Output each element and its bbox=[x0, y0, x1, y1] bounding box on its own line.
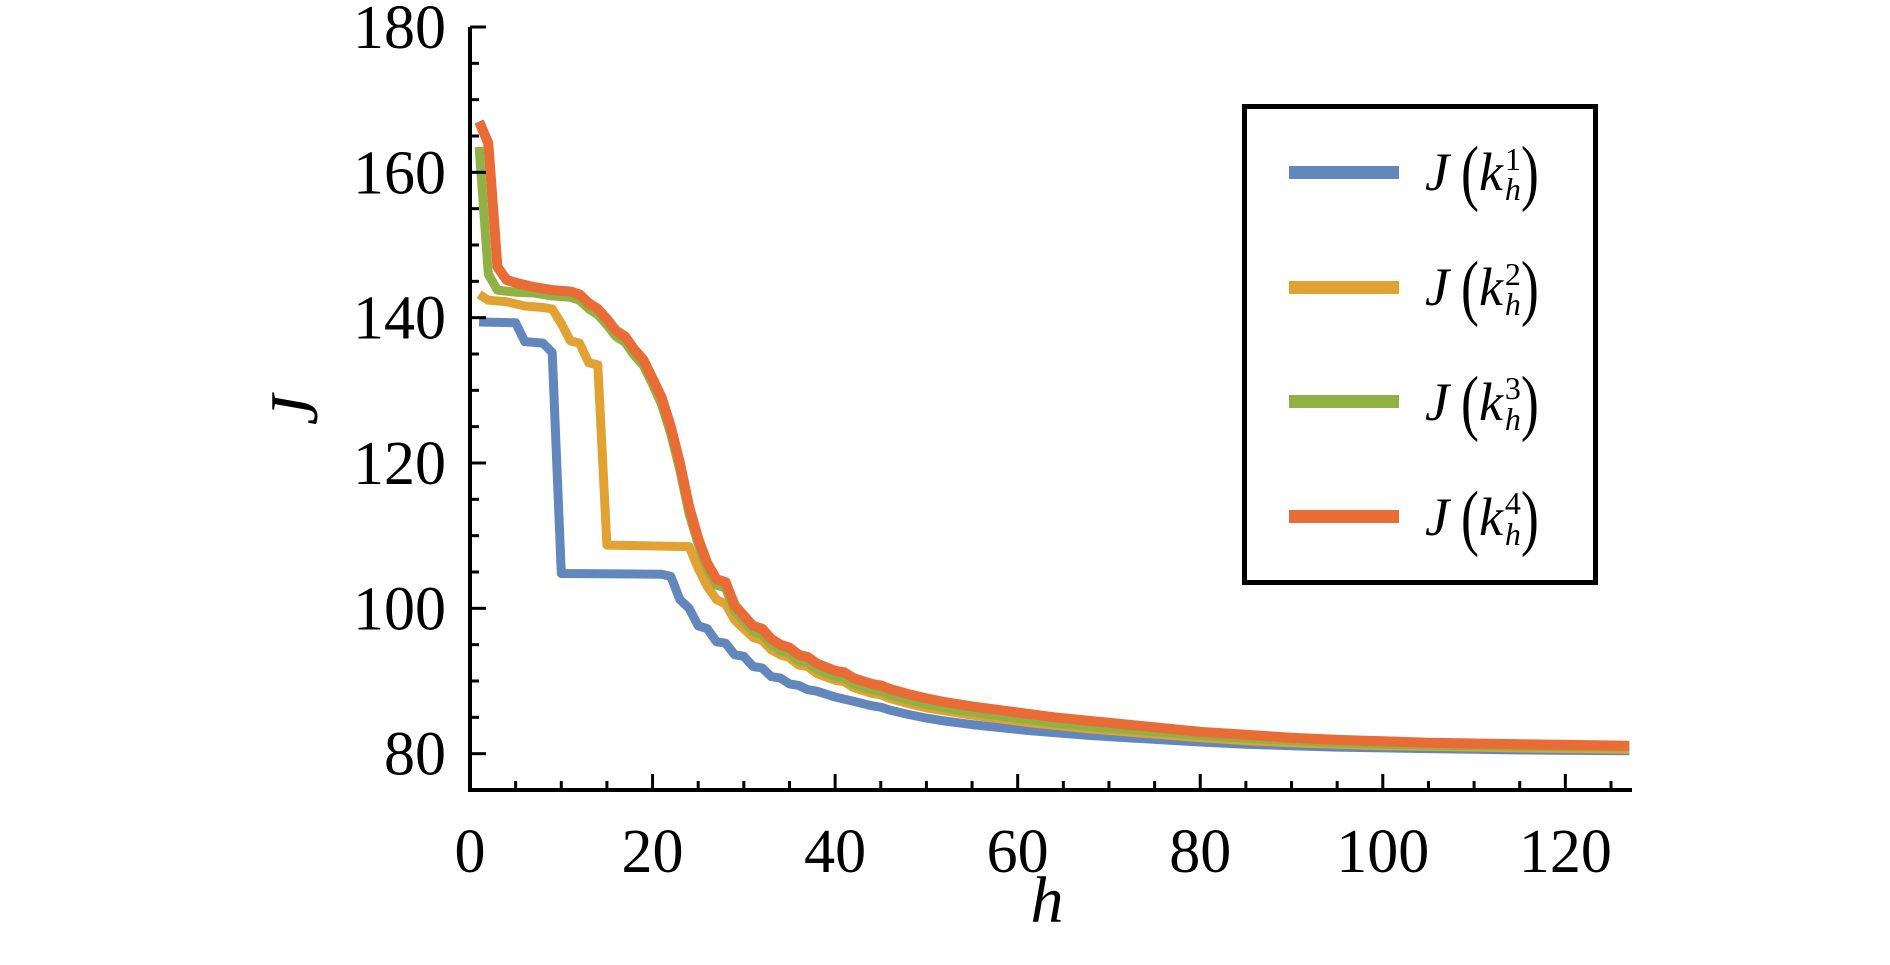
x-tick-label: 20 bbox=[622, 818, 684, 886]
x-tick-label: 80 bbox=[1169, 818, 1231, 886]
legend-subscript: h bbox=[1504, 515, 1521, 552]
legend-swatch-k3 bbox=[1289, 395, 1399, 409]
legend-paren-open: ( bbox=[1460, 246, 1479, 328]
x-tick-label: 40 bbox=[804, 818, 866, 886]
legend-var-symbol: k bbox=[1478, 486, 1503, 547]
legend-label-k2: J(k 2 h) bbox=[1425, 251, 1539, 324]
y-tick-label: 180 bbox=[353, 0, 446, 62]
legend-superscript: 3 bbox=[1504, 370, 1521, 407]
legend-var-symbol: k bbox=[1478, 142, 1503, 203]
legend-var-symbol: k bbox=[1478, 257, 1503, 318]
legend-paren-open: ( bbox=[1460, 131, 1479, 213]
legend-swatch-k4 bbox=[1289, 510, 1399, 524]
y-tick-label: 80 bbox=[384, 721, 446, 789]
y-tick-label: 120 bbox=[353, 430, 446, 498]
x-tick-label: 60 bbox=[987, 818, 1049, 886]
legend-subscript: h bbox=[1504, 400, 1521, 437]
y-tick-label: 100 bbox=[353, 575, 446, 643]
x-axis-title: h bbox=[997, 868, 1097, 948]
legend-swatch-k1 bbox=[1289, 165, 1399, 179]
legend-paren-close: ) bbox=[1520, 476, 1539, 558]
x-tick-label: 0 bbox=[455, 818, 486, 886]
legend-subscript: h bbox=[1504, 286, 1521, 323]
legend-item-k3: J(k 3 h) bbox=[1247, 365, 1593, 438]
legend-paren-open: ( bbox=[1460, 361, 1479, 443]
legend-label-k1: J(k 1 h) bbox=[1425, 136, 1539, 209]
y-tick-label: 160 bbox=[353, 139, 446, 207]
legend-paren-close: ) bbox=[1520, 246, 1539, 328]
legend: J(k 1 h) J(k 2 h) J(k 3 h) J(k 4 h) bbox=[1242, 104, 1598, 585]
legend-var-symbol: k bbox=[1478, 371, 1503, 432]
y-tick-label: 140 bbox=[353, 285, 446, 353]
legend-superscript: 1 bbox=[1504, 140, 1521, 177]
legend-item-k4: J(k 4 h) bbox=[1247, 480, 1593, 553]
legend-superscript: 4 bbox=[1504, 485, 1521, 522]
legend-item-k1: J(k 1 h) bbox=[1247, 136, 1593, 209]
legend-func-symbol: J bbox=[1425, 486, 1449, 547]
y-axis-title-text: J bbox=[256, 394, 332, 426]
legend-superscript: 2 bbox=[1504, 255, 1521, 292]
legend-label-k4: J(k 4 h) bbox=[1425, 480, 1539, 553]
y-axis-title: J bbox=[256, 364, 332, 456]
legend-item-k2: J(k 2 h) bbox=[1247, 251, 1593, 324]
series-line-k4 bbox=[474, 119, 1630, 751]
legend-func-symbol: J bbox=[1425, 371, 1449, 432]
legend-paren-close: ) bbox=[1520, 131, 1539, 213]
legend-func-symbol: J bbox=[1425, 142, 1449, 203]
legend-subscript: h bbox=[1504, 171, 1521, 208]
legend-paren-open: ( bbox=[1460, 476, 1479, 558]
x-tick-label: 100 bbox=[1336, 818, 1429, 886]
legend-label-k3: J(k 3 h) bbox=[1425, 365, 1539, 438]
legend-paren-close: ) bbox=[1520, 361, 1539, 443]
x-tick-label: 120 bbox=[1519, 818, 1612, 886]
legend-func-symbol: J bbox=[1425, 257, 1449, 318]
x-axis-title-text: h bbox=[1030, 864, 1064, 937]
legend-swatch-k2 bbox=[1289, 280, 1399, 294]
